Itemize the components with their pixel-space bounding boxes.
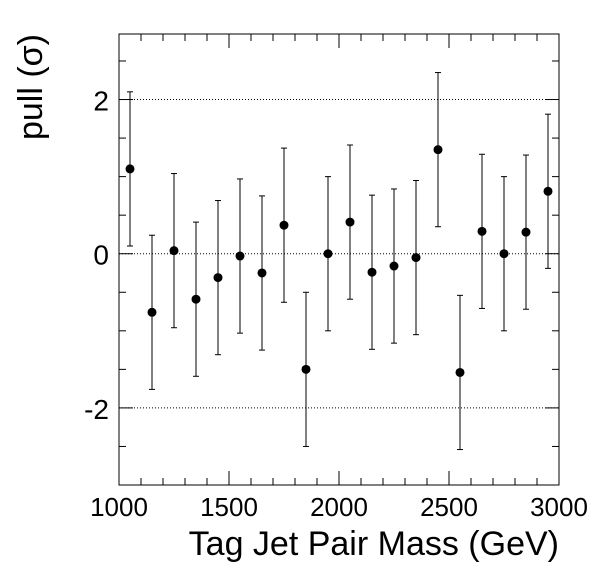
data-point [125,164,135,174]
data-point [213,273,223,283]
error-bars [127,72,551,451]
data-point [499,249,509,259]
y-axis-label: pull (σ) [12,34,50,140]
data-point [477,226,487,236]
y-tick-label: 0 [93,240,109,271]
gridlines [119,99,559,409]
axis-ticks [118,34,560,486]
data-point [169,246,179,256]
data-point [257,268,267,278]
data-point [389,261,399,271]
x-axis-label: Tag Jet Pair Mass (GeV) [189,525,559,563]
data-point [301,364,311,374]
data-point [279,220,289,230]
tick-labels: 1000 1500 2000 2500 3000 -2 0 2 [84,86,588,522]
data-points [125,145,553,377]
x-tick-label: 2500 [420,492,478,522]
data-point [521,227,531,237]
x-tick-label: 2000 [310,492,368,522]
data-point [543,186,553,196]
data-point [455,367,465,377]
data-point [235,251,245,261]
data-point [147,307,157,317]
plot-frame [118,33,560,486]
y-tick-label: -2 [84,394,109,425]
data-point [367,267,377,277]
data-point [411,253,421,263]
y-tick-label: 2 [93,86,109,117]
data-point [191,294,201,304]
data-point [323,249,333,259]
x-tick-label: 3000 [530,492,588,522]
x-tick-label: 1000 [90,492,148,522]
data-point [433,145,443,155]
x-tick-label: 1500 [200,492,258,522]
data-point [345,217,355,227]
